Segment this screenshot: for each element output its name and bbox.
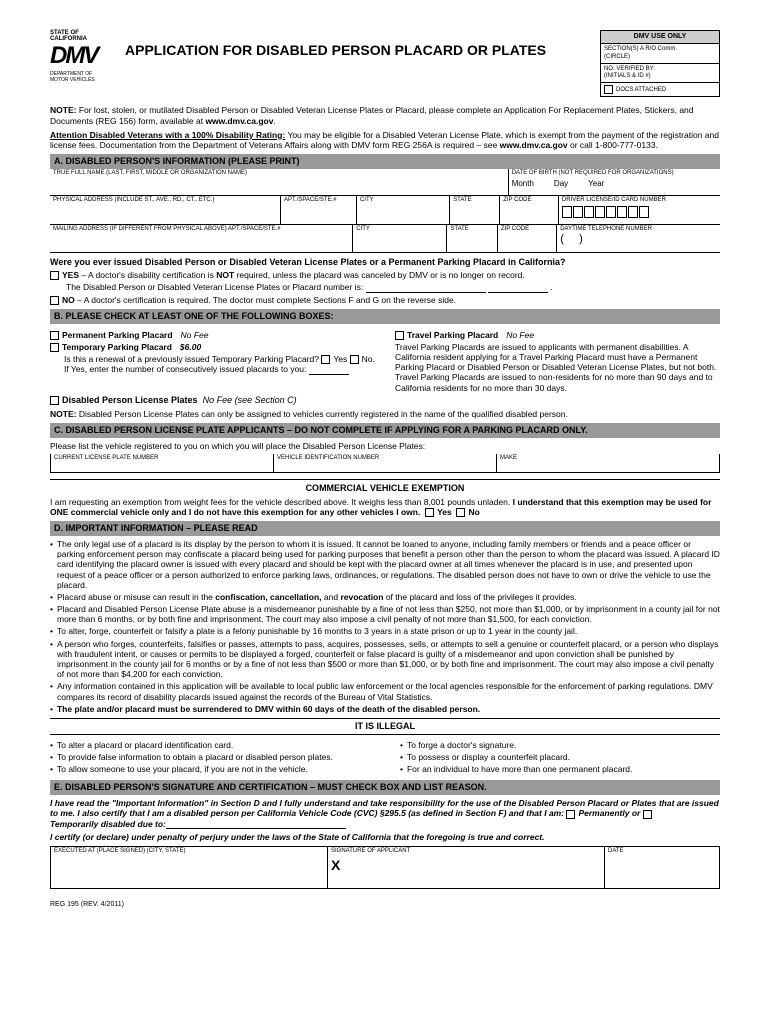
field-make[interactable]: MAKE bbox=[497, 454, 719, 472]
dp-plates-checkbox[interactable] bbox=[50, 396, 59, 405]
permanent-placard-checkbox[interactable] bbox=[50, 331, 59, 340]
dmv-logo: STATE OF CALIFORNIA DMV DEPARTMENT OF MO… bbox=[50, 30, 110, 83]
field-vin[interactable]: VEHICLE IDENTIFICATION NUMBER bbox=[274, 454, 497, 472]
field-date[interactable]: DATE bbox=[605, 847, 719, 888]
section-d-header: D. IMPORTANT INFORMATION – PLEASE READ bbox=[50, 521, 720, 536]
dmv-use-only-box: DMV USE ONLY SECTION(S) A R/O Comm.(CIRC… bbox=[600, 30, 720, 97]
perjury-text: I certify (or declare) under penalty of … bbox=[50, 832, 720, 842]
section-a-header: A. DISABLED PERSON'S INFORMATION (PLEASE… bbox=[50, 154, 720, 169]
docs-attached-checkbox[interactable] bbox=[604, 85, 613, 94]
field-apt[interactable]: APT./SPACE/STE.# bbox=[284, 197, 353, 204]
temp-disabled-checkbox[interactable] bbox=[643, 810, 652, 819]
form-footer: REG 195 (REV. 4/2011) bbox=[50, 901, 720, 909]
travel-placard-checkbox[interactable] bbox=[395, 331, 404, 340]
renewal-no-checkbox[interactable] bbox=[350, 355, 359, 364]
dmv-box-header: DMV USE ONLY bbox=[601, 31, 719, 44]
field-dob[interactable]: DATE OF BIRTH (NOT REQUIRED FOR ORGANIZA… bbox=[512, 170, 717, 177]
note-lost-stolen: NOTE: For lost, stolen, or mutilated Dis… bbox=[50, 105, 720, 125]
certification-text: I have read the "Important Information" … bbox=[50, 798, 720, 829]
placard-number-input[interactable] bbox=[366, 284, 486, 293]
section-c-intro: Please list the vehicle registered to yo… bbox=[50, 441, 720, 451]
illegal-list: •To alter a placard or placard identific… bbox=[50, 738, 720, 777]
note-veterans: Attention Disabled Veterans with a 100% … bbox=[50, 130, 720, 150]
logo-abbr: DMV bbox=[50, 42, 110, 71]
page-title: APPLICATION FOR DISABLED PERSON PLACARD … bbox=[125, 42, 585, 59]
temporary-placard-checkbox[interactable] bbox=[50, 343, 59, 352]
logo-dept: DEPARTMENT OF MOTOR VEHICLES bbox=[50, 71, 110, 83]
disabled-reason-input[interactable] bbox=[166, 820, 346, 829]
yes-checkbox[interactable] bbox=[50, 271, 59, 280]
field-state[interactable]: STATE bbox=[453, 197, 496, 204]
field-full-name[interactable]: TRUE FULL NAME (LAST, FIRST, MIDDLE OR O… bbox=[53, 170, 505, 177]
cve-text: I am requesting an exemption from weight… bbox=[50, 497, 720, 517]
prior-issuance-question: Were you ever issued Disabled Person or … bbox=[50, 257, 720, 268]
field-mailing-address[interactable]: MAILING ADDRESS (IF DIFFERENT FROM PHYSI… bbox=[53, 226, 349, 233]
field-zip[interactable]: ZIP CODE bbox=[503, 197, 555, 204]
cve-header: COMMERCIAL VEHICLE EXEMPTION bbox=[50, 479, 720, 494]
field-physical-address[interactable]: PHYSICAL ADDRESS (INCLUDE ST., AVE., RD.… bbox=[53, 197, 277, 204]
field-signature[interactable]: SIGNATURE OF APPLICANTX bbox=[328, 847, 605, 888]
field-executed-at[interactable]: EXECUTED AT (PLACE SIGNED) (CITY, STATE) bbox=[51, 847, 328, 888]
section-e-header: E. DISABLED PERSON'S SIGNATURE AND CERTI… bbox=[50, 780, 720, 795]
logo-state: STATE OF CALIFORNIA bbox=[50, 30, 110, 42]
cve-no-checkbox[interactable] bbox=[456, 508, 465, 517]
no-checkbox[interactable] bbox=[50, 296, 59, 305]
field-current-plate[interactable]: CURRENT LICENSE PLATE NUMBER bbox=[51, 454, 274, 472]
section-b-header: B. PLEASE CHECK AT LEAST ONE OF THE FOLL… bbox=[50, 309, 720, 324]
important-info-list: •The only legal use of a placard is its … bbox=[50, 539, 720, 714]
field-dl-number[interactable]: DRIVER LICENSE/ID CARD NUMBER bbox=[562, 197, 717, 204]
perm-disabled-checkbox[interactable] bbox=[566, 810, 575, 819]
consecutive-count-input[interactable] bbox=[309, 366, 349, 375]
cve-yes-checkbox[interactable] bbox=[425, 508, 434, 517]
section-c-header: C. DISABLED PERSON LICENSE PLATE APPLICA… bbox=[50, 423, 720, 438]
illegal-header: IT IS ILLEGAL bbox=[50, 718, 720, 735]
renewal-yes-checkbox[interactable] bbox=[321, 355, 330, 364]
dmv-box-verified: NO. VERIFIED BY: bbox=[604, 66, 655, 72]
field-city[interactable]: CITY bbox=[360, 197, 446, 204]
field-phone[interactable]: DAYTIME TELEPHONE NUMBER bbox=[560, 226, 717, 233]
travel-placard-text: Travel Parking Placards are issued to ap… bbox=[395, 342, 720, 393]
dmv-box-sections: SECTION(S) A R/O Comm. bbox=[604, 46, 677, 52]
